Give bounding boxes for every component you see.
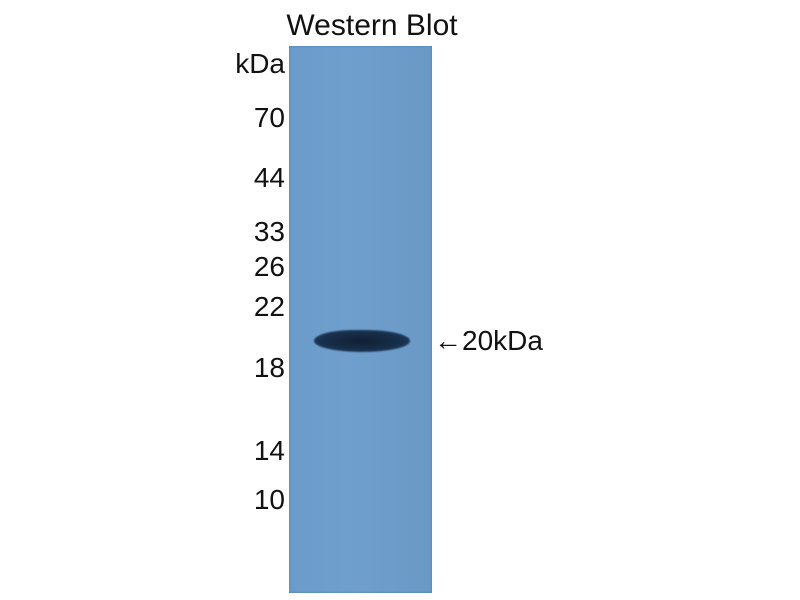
blot-title: Western Blot xyxy=(286,9,458,42)
marker-70: 70 xyxy=(253,102,285,133)
blot-lane xyxy=(289,46,432,593)
marker-18: 18 xyxy=(253,352,285,383)
marker-26: 26 xyxy=(253,251,285,282)
marker-44: 44 xyxy=(253,162,285,193)
marker-10: 10 xyxy=(253,484,285,515)
marker-33: 33 xyxy=(253,216,285,247)
protein-band xyxy=(314,330,410,352)
marker-14: 14 xyxy=(253,435,285,466)
unit-label: kDa xyxy=(235,48,285,79)
band-annotation: ←20kDa xyxy=(434,325,543,356)
marker-22: 22 xyxy=(253,291,285,322)
